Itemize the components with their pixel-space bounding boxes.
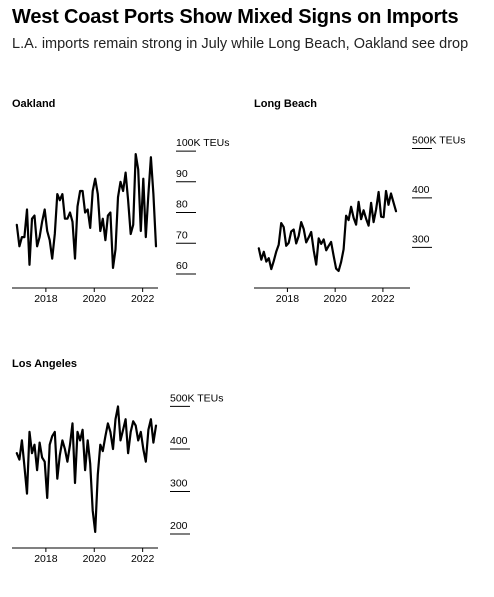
y-tick-label: 60 bbox=[176, 260, 188, 272]
series-line bbox=[15, 405, 158, 533]
x-tick-label: 2020 bbox=[83, 553, 107, 565]
x-tick-label: 2022 bbox=[131, 553, 155, 565]
y-tick-label: 80 bbox=[176, 199, 188, 211]
chart-svg: Los Angeles 500K TEUs 400 300 200 2018 2020 202… bbox=[12, 358, 224, 565]
chart-svg: Long Beach 500K TEUs 400 300 2018 2020 2022 bbox=[254, 98, 466, 305]
y-tick-label: 300 bbox=[412, 233, 430, 245]
x-tick-label: 2022 bbox=[131, 293, 155, 305]
y-tick-label: 70 bbox=[176, 229, 188, 241]
panel-title: Oakland bbox=[12, 98, 55, 110]
chart-los-angeles: Los Angeles 500K TEUs 400 300 200 2018 2020 202… bbox=[12, 355, 230, 570]
y-tick-label: 200 bbox=[170, 520, 188, 532]
y-tick-label: 500K TEUs bbox=[412, 134, 466, 146]
y-tick-label: 400 bbox=[412, 184, 430, 196]
x-tick-label: 2020 bbox=[83, 293, 107, 305]
x-tick-label: 2018 bbox=[34, 293, 58, 305]
panel-title: Long Beach bbox=[254, 98, 317, 110]
chart-long-beach: Long Beach 500K TEUs 400 300 2018 2020 2022 bbox=[254, 95, 472, 305]
y-tick-label: 500K TEUs bbox=[170, 392, 224, 404]
series-line bbox=[15, 152, 158, 269]
x-tick-label: 2022 bbox=[371, 293, 395, 305]
x-tick-label: 2020 bbox=[323, 293, 347, 305]
series-line bbox=[257, 189, 398, 273]
chart-oakland: Oakland 100K TEUs 90 80 70 60 2018 2020 2022 bbox=[12, 95, 230, 305]
panel-title: Los Angeles bbox=[12, 358, 77, 370]
y-tick-label: 400 bbox=[170, 435, 188, 447]
y-tick-label: 100K TEUs bbox=[176, 137, 230, 149]
x-tick-label: 2018 bbox=[34, 553, 58, 565]
y-tick-label: 90 bbox=[176, 168, 188, 180]
chart-subtitle: L.A. imports remain strong in July while… bbox=[12, 36, 469, 52]
y-tick-label: 300 bbox=[170, 477, 188, 489]
x-tick-label: 2018 bbox=[276, 293, 300, 305]
chart-title: West Coast Ports Show Mixed Signs on Imp… bbox=[12, 6, 459, 28]
chart-svg: Oakland 100K TEUs 90 80 70 60 2018 2020 2022 bbox=[12, 98, 230, 305]
